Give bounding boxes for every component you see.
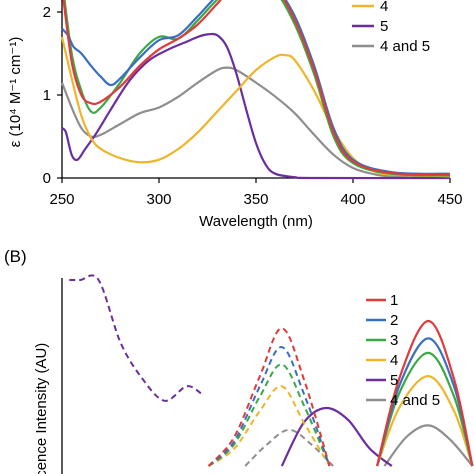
y-tick-label: 2 <box>43 4 51 21</box>
legend-label: 4 <box>380 0 388 15</box>
emission-line-5 <box>280 406 393 467</box>
x-tick-label: 250 <box>49 191 74 208</box>
series-line-4-and-5 <box>60 66 451 179</box>
excitation-line-3 <box>207 363 331 467</box>
panel-a-y-axis-title: ε (10⁴ M⁻¹ cm⁻¹) <box>7 37 24 148</box>
panel-b-series <box>69 274 474 467</box>
excitation-line-4 <box>208 385 331 467</box>
series-line-3 <box>63 0 451 177</box>
legend-label: 5 <box>390 372 398 389</box>
legend-label: 4 and 5 <box>390 392 440 409</box>
x-tick-label: 350 <box>243 191 268 208</box>
x-tick-label: 450 <box>437 191 462 208</box>
panel-b-label: (B) <box>4 247 27 266</box>
panel-a-ticks: 250 300 350 400 450 0 1 2 <box>43 4 463 208</box>
emission-line-1 <box>376 319 474 467</box>
panel-a-x-axis-title: Wavelength (nm) <box>199 213 313 230</box>
panel-b-legend: 1 2 3 4 5 4 and 5 <box>366 292 440 409</box>
series-line-1 <box>62 0 451 176</box>
emission-line-3 <box>376 351 474 467</box>
panel-a: 250 300 350 400 450 0 1 2 Wavelength (nm) ε (10… <box>7 0 474 230</box>
excitation-line-4-and-5 <box>244 428 334 467</box>
y-tick-label: 0 <box>43 170 51 187</box>
panel-a-series <box>60 0 451 180</box>
legend-label: 5 <box>380 18 388 35</box>
x-tick-label: 300 <box>146 191 171 208</box>
y-tick-label: 1 <box>43 87 51 104</box>
excitation-line-1 <box>207 327 331 467</box>
series-line-5 <box>61 32 451 180</box>
legend-label: 2 <box>390 312 398 329</box>
series-line-4 <box>60 36 451 178</box>
legend-label: 4 <box>390 352 398 369</box>
legend-label: 4 and 5 <box>380 38 430 55</box>
emission-line-4 <box>376 375 474 467</box>
panel-b-y-axis-title: scence Intensity (AU) <box>33 343 50 474</box>
panel-b: (B) scence Intensity (AU) 1 2 3 4 5 4 and 5 <box>4 247 474 474</box>
emission-line-4-and-5 <box>383 424 474 467</box>
panel-a-legend: 4 5 4 and 5 <box>352 0 430 55</box>
x-tick-label: 400 <box>340 191 365 208</box>
panel-a-legend-box <box>344 0 474 58</box>
excitation-line-2 <box>207 346 331 467</box>
excitation-line-5 <box>69 274 202 402</box>
legend-label: 1 <box>390 292 398 309</box>
series-line-2 <box>61 0 451 175</box>
legend-label: 3 <box>390 332 398 349</box>
